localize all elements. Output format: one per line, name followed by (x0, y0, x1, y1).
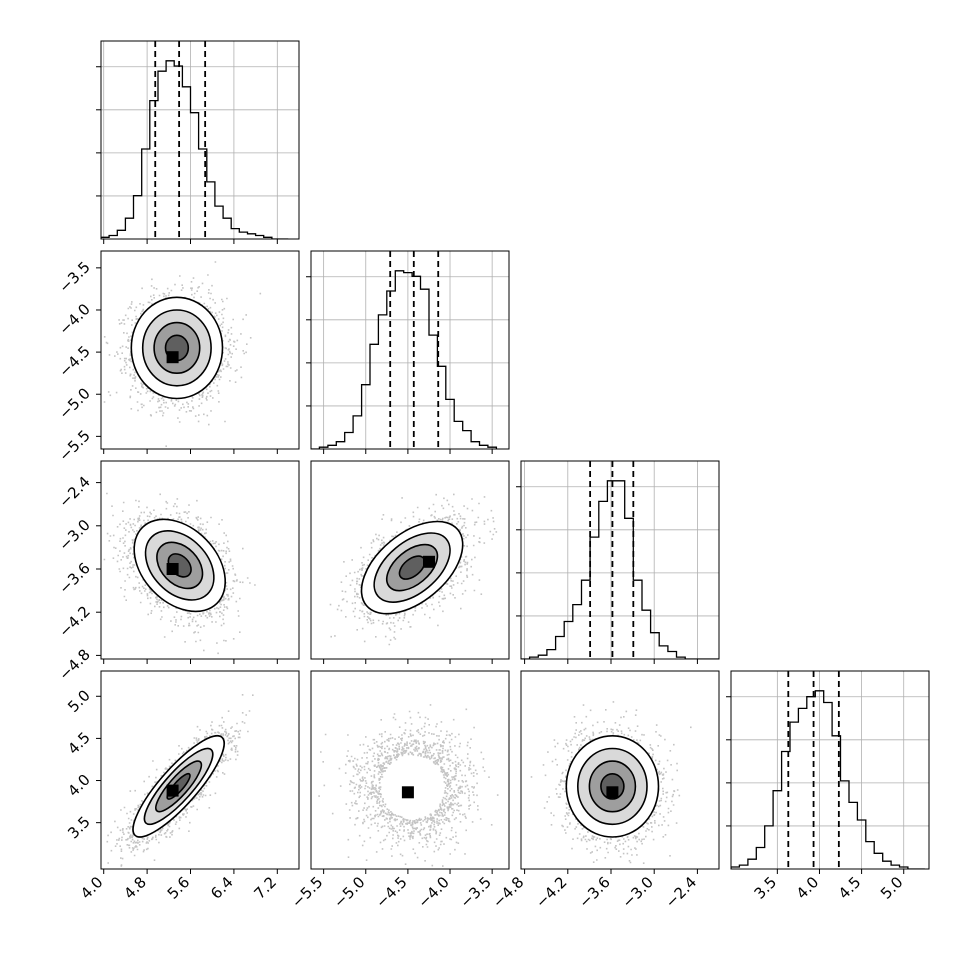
panel-frame-2-1 (310, 460, 510, 660)
y-tick-label: −4.8 (55, 646, 93, 684)
peak-density-1-0 (166, 351, 179, 364)
panel-frame-3-2 (520, 670, 720, 870)
x-tick-label: −3.6 (575, 873, 613, 911)
x-tick-label: 4.0 (77, 873, 107, 903)
panel-3-1: −5.5 −5.0 −4.5 −4.0 −3.5 (288, 670, 510, 912)
x-tick-label: −4.8 (489, 873, 527, 911)
y-tick-label: −3.5 (55, 258, 93, 296)
y-tick-label: −4.5 (55, 342, 93, 380)
panel-frame-3-3 (730, 670, 930, 870)
panel-1-0: −5.5 −5.0 −4.5 −4.0 −3.5 (55, 250, 300, 465)
x-tick-label: 7.2 (251, 873, 281, 903)
x-tick-label: 4.0 (793, 873, 823, 903)
panel-frame-2-0 (100, 460, 300, 660)
y-tick-label: −4.0 (55, 300, 93, 338)
y-tick-label: 3.5 (64, 813, 94, 843)
scatter-3-2 (530, 701, 692, 864)
y-tick-label: 5.0 (64, 686, 94, 716)
y-tick-label: −4.2 (55, 602, 93, 640)
panel-2-0: −4.8 −4.2 −3.6 −3.0 −2.4 (55, 460, 300, 684)
panel-0-0 (96, 40, 300, 244)
x-tick-label: −5.5 (288, 873, 326, 911)
x-tick-label: 4.8 (120, 873, 150, 903)
x-tick-label: −4.2 (532, 873, 570, 911)
x-tick-label: 3.5 (751, 873, 781, 903)
histogram-0 (101, 60, 289, 239)
panel-3-3: 3.5 4.0 4.5 5.0 (726, 670, 930, 903)
y-tick-label: −3.6 (55, 559, 93, 597)
x-tick-label: −4.5 (372, 873, 410, 911)
panel-frame-2-2 (520, 460, 720, 660)
y-tick-label: −5.0 (55, 384, 93, 422)
panel-frame-0-0 (100, 40, 300, 240)
panel-3-2: −4.8 −4.2 −3.6 −3.0 −2.4 (489, 670, 720, 912)
y-tick-label: −5.5 (55, 426, 93, 464)
peak-density-3-0 (166, 784, 179, 797)
x-tick-label: 5.6 (164, 873, 194, 903)
peak-density-2-0 (166, 563, 179, 575)
panel-frame-1-1 (310, 250, 510, 450)
panel-frame-1-0 (100, 250, 300, 450)
x-tick-label: −3.0 (619, 873, 657, 911)
y-tick-label: −3.0 (55, 516, 93, 554)
peak-density-2-1 (423, 555, 435, 568)
panel-2-2 (516, 460, 720, 664)
histogram-2 (521, 480, 719, 659)
panel-1-1 (306, 250, 510, 454)
x-tick-label: −2.4 (662, 873, 700, 911)
x-tick-label: 5.0 (877, 873, 907, 903)
peak-density-3-1 (401, 786, 414, 799)
panel-3-0: 4.0 4.8 5.6 6.4 7.2 3.5 4.0 4.5 5.0 (64, 670, 300, 903)
y-tick-label: 4.5 (64, 729, 94, 759)
panel-frame-3-0 (100, 670, 300, 870)
y-tick-label: −2.4 (55, 473, 93, 511)
histogram-1 (311, 270, 498, 449)
x-tick-label: −5.0 (330, 873, 368, 911)
x-tick-label: 4.5 (835, 873, 865, 903)
x-tick-label: 6.4 (207, 873, 237, 903)
scatter-2-1 (329, 493, 498, 646)
x-tick-label: −4.0 (414, 873, 452, 911)
panel-frame-3-1 (310, 670, 510, 870)
peak-density-3-2 (606, 786, 619, 799)
panel-2-1 (310, 460, 510, 664)
y-tick-label: 4.0 (64, 771, 94, 801)
histogram-3 (731, 690, 925, 869)
x-tick-label: −3.5 (456, 873, 494, 911)
scatter-3-1 (318, 704, 499, 867)
